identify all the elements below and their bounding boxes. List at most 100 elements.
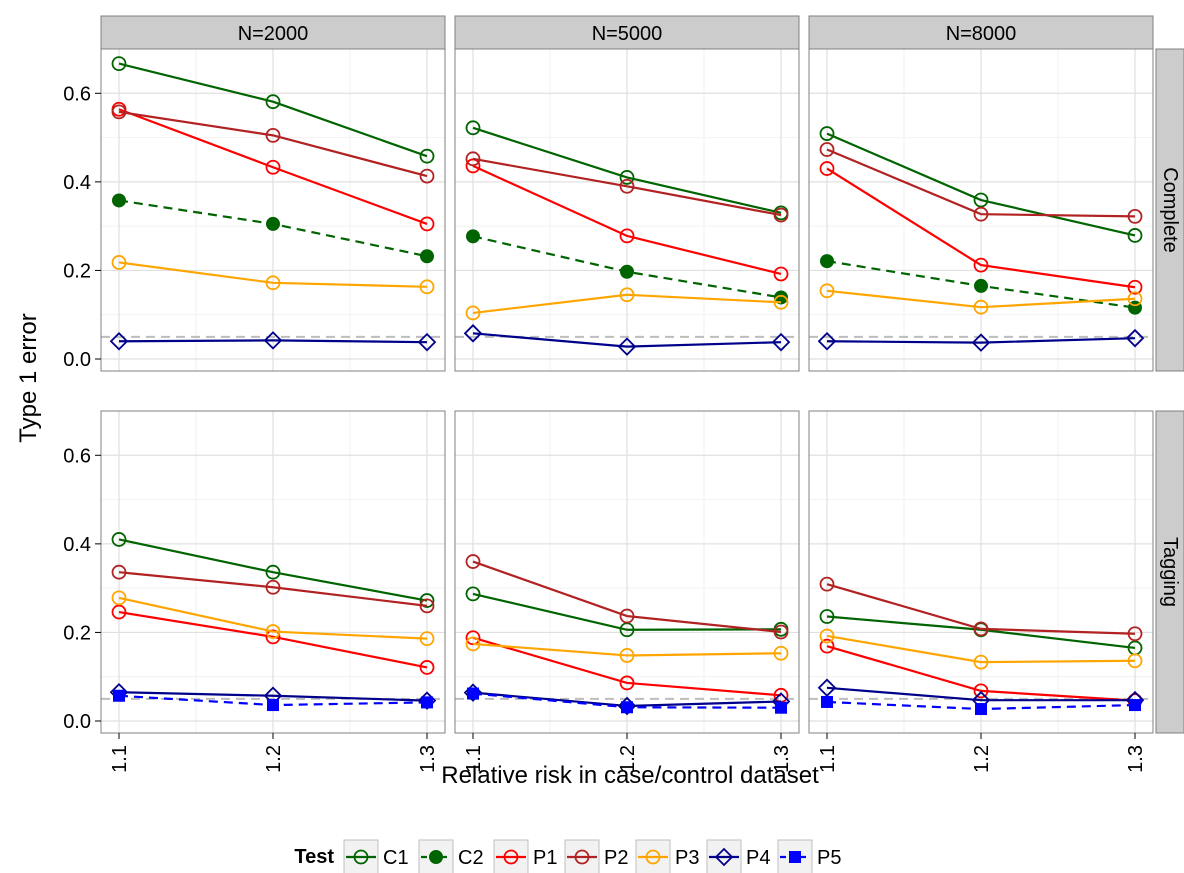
data-point-c1 <box>265 564 281 580</box>
data-point-c1 <box>111 56 127 72</box>
data-point-p4 <box>771 332 791 352</box>
data-point-p5 <box>821 695 833 708</box>
data-point-p4 <box>417 332 437 352</box>
data-point-p2 <box>819 576 835 592</box>
data-point-c1 <box>419 593 435 608</box>
panel-border <box>454 48 800 372</box>
data-point-c2 <box>774 290 788 305</box>
y-tick-label: 0.6 <box>63 445 91 467</box>
data-point-c1 <box>465 120 481 136</box>
legend-key-marker <box>714 847 734 867</box>
legend-item-p3: P3 <box>635 839 699 873</box>
data-point-p2 <box>773 624 789 640</box>
data-point-p5 <box>975 703 987 716</box>
column-strip-label: N=8000 <box>946 23 1017 45</box>
legend-label: P4 <box>746 847 770 869</box>
data-point-p1 <box>619 675 635 691</box>
series-line-p3 <box>472 293 782 315</box>
panel <box>808 410 1154 734</box>
data-point-p2 <box>419 168 435 184</box>
data-point-p5 <box>621 701 633 714</box>
legend-key-marker <box>353 849 369 865</box>
data-point-p2 <box>265 579 281 595</box>
data-point-c2 <box>112 193 126 208</box>
series-line-p2 <box>826 583 1136 635</box>
data-point-p3 <box>465 636 481 652</box>
x-tick-label: 1.2 <box>263 745 285 773</box>
data-point-p1 <box>819 161 835 176</box>
legend-label: C2 <box>458 847 484 869</box>
data-point-p2 <box>111 564 127 580</box>
x-tick-label: 1.3 <box>1125 745 1147 773</box>
x-tick-label: 1.1 <box>109 745 131 773</box>
column-strip-label: N=2000 <box>238 23 309 45</box>
data-point-p5 <box>421 696 433 709</box>
data-point-p4 <box>971 333 991 352</box>
data-point-p4 <box>817 332 837 351</box>
y-tick-label: 0.2 <box>63 622 91 644</box>
series-line-p4 <box>826 686 1135 702</box>
data-point-c2 <box>820 254 834 269</box>
data-point-p4 <box>817 678 837 698</box>
column-strip <box>100 15 446 50</box>
data-point-p1 <box>619 228 635 244</box>
series-line-p1 <box>472 636 782 697</box>
panel <box>808 48 1154 372</box>
data-point-p2 <box>619 178 635 194</box>
legend-key-marker <box>789 851 801 863</box>
data-point-p5 <box>113 689 125 702</box>
data-point-p3 <box>773 645 789 661</box>
series-line-p1 <box>826 645 1136 702</box>
series-line-p2 <box>118 571 428 607</box>
legend-item-c1: C1 <box>343 839 409 873</box>
legend-key-marker <box>503 849 519 865</box>
data-point-p3 <box>973 299 989 315</box>
data-point-p5 <box>1129 699 1141 712</box>
panel <box>100 410 446 734</box>
y-tick-label: 0.0 <box>63 349 91 371</box>
data-point-c1 <box>419 148 435 164</box>
data-point-c1 <box>1127 228 1143 243</box>
series-line-p2 <box>472 560 782 634</box>
data-point-c1 <box>111 532 127 547</box>
data-point-p1 <box>1127 279 1143 295</box>
column-strip-label: N=5000 <box>592 23 663 45</box>
series-line-p1 <box>118 108 428 225</box>
data-point-p3 <box>773 294 789 310</box>
data-point-p5 <box>267 699 279 712</box>
series-line-p1 <box>472 164 782 276</box>
data-point-p3 <box>465 305 481 321</box>
data-point-p3 <box>1127 291 1143 307</box>
series-line-p2 <box>826 148 1136 218</box>
data-point-p4 <box>1125 328 1145 348</box>
series-line-p3 <box>472 642 782 657</box>
data-point-p3 <box>619 648 635 663</box>
data-point-p2 <box>265 127 281 143</box>
data-point-p4 <box>109 332 129 351</box>
data-point-p3 <box>1127 653 1143 669</box>
data-point-p1 <box>819 638 835 654</box>
series-line-p4 <box>826 337 1136 344</box>
data-point-p3 <box>819 628 835 644</box>
data-point-p2 <box>111 104 127 120</box>
data-point-c1 <box>819 126 835 141</box>
legend-key-marker <box>645 849 661 865</box>
data-point-c2 <box>266 216 280 231</box>
data-point-p1 <box>419 216 435 232</box>
series-line-p4 <box>118 339 428 344</box>
panel-border <box>100 48 446 372</box>
x-tick-label: 1.3 <box>417 745 439 773</box>
data-point-p3 <box>973 654 989 670</box>
series-line-p3 <box>826 289 1136 309</box>
series-line-c1 <box>472 592 782 631</box>
series-line-c1 <box>826 132 1136 237</box>
data-point-p2 <box>1127 208 1143 224</box>
legend-key-marker <box>574 849 590 865</box>
x-tick-label: 1.1 <box>817 745 839 773</box>
data-point-p2 <box>973 206 989 222</box>
x-tick-label: 1.3 <box>771 745 793 773</box>
panels-layer: N=2000 N=5000 N=8000 Complete Tagging <box>100 15 1184 734</box>
data-point-p1 <box>265 159 281 175</box>
legend-item-p2: P2 <box>564 839 628 873</box>
data-point-c2 <box>620 264 634 279</box>
